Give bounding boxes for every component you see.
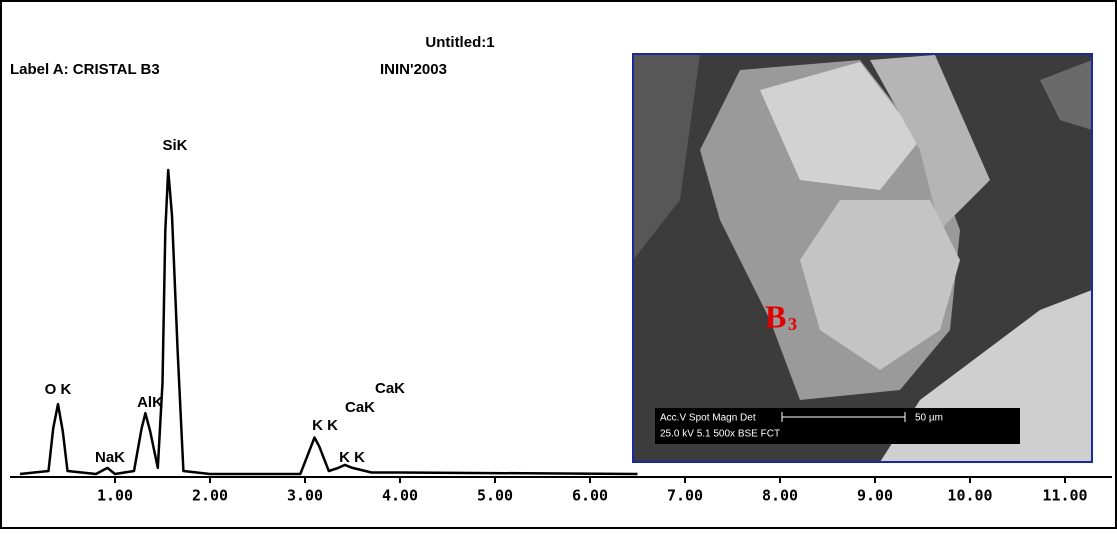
x-tick-label: 11.00 <box>1042 487 1087 505</box>
info-text: Acc.V Spot Magn Det <box>660 413 756 424</box>
chart-title: Untitled:1 <box>425 34 494 51</box>
x-tick-label: 5.00 <box>477 487 513 505</box>
x-tick-label: 4.00 <box>382 487 418 505</box>
x-tick-label: 3.00 <box>287 487 323 505</box>
peak-label: O K <box>45 381 72 398</box>
peak-label: CaK <box>345 399 375 416</box>
x-tick-label: 8.00 <box>762 487 798 505</box>
peak-label: CaK <box>375 380 405 397</box>
info-bar <box>655 408 1020 444</box>
info-text: 25.0 kV 5.1 500x BSE FCT <box>660 429 780 440</box>
chart-subtitle: Label A: CRISTAL B3 <box>10 61 160 78</box>
peak-label: NaK <box>95 449 125 466</box>
x-tick-label: 6.00 <box>572 487 608 505</box>
image-shape <box>800 200 960 370</box>
chart-source: ININ'2003 <box>380 61 447 78</box>
x-tick-label: 7.00 <box>667 487 703 505</box>
sem-image: Acc.V Spot Magn Det 25.0 kV 5.1 500x BSE… <box>632 53 1093 463</box>
x-tick-label: 1.00 <box>97 487 133 505</box>
x-tick-label: 9.00 <box>857 487 893 505</box>
peak-label: SiK <box>162 137 187 154</box>
x-tick-label: 10.00 <box>947 487 992 505</box>
scale-text: 50 µm <box>915 413 943 424</box>
image-border <box>632 53 1093 463</box>
x-tick-label: 2.00 <box>192 487 228 505</box>
image-shape <box>870 55 990 230</box>
image-shape <box>760 62 920 190</box>
spectrum-line <box>19 168 638 476</box>
peak-label: K K <box>312 417 338 434</box>
sample-label-sub: 3 <box>788 314 797 334</box>
sample-label: B <box>765 298 786 334</box>
peak-label: AlK <box>137 394 163 411</box>
image-shape <box>1040 60 1092 130</box>
peak-label: K K <box>339 449 365 466</box>
image-shape <box>633 54 700 260</box>
